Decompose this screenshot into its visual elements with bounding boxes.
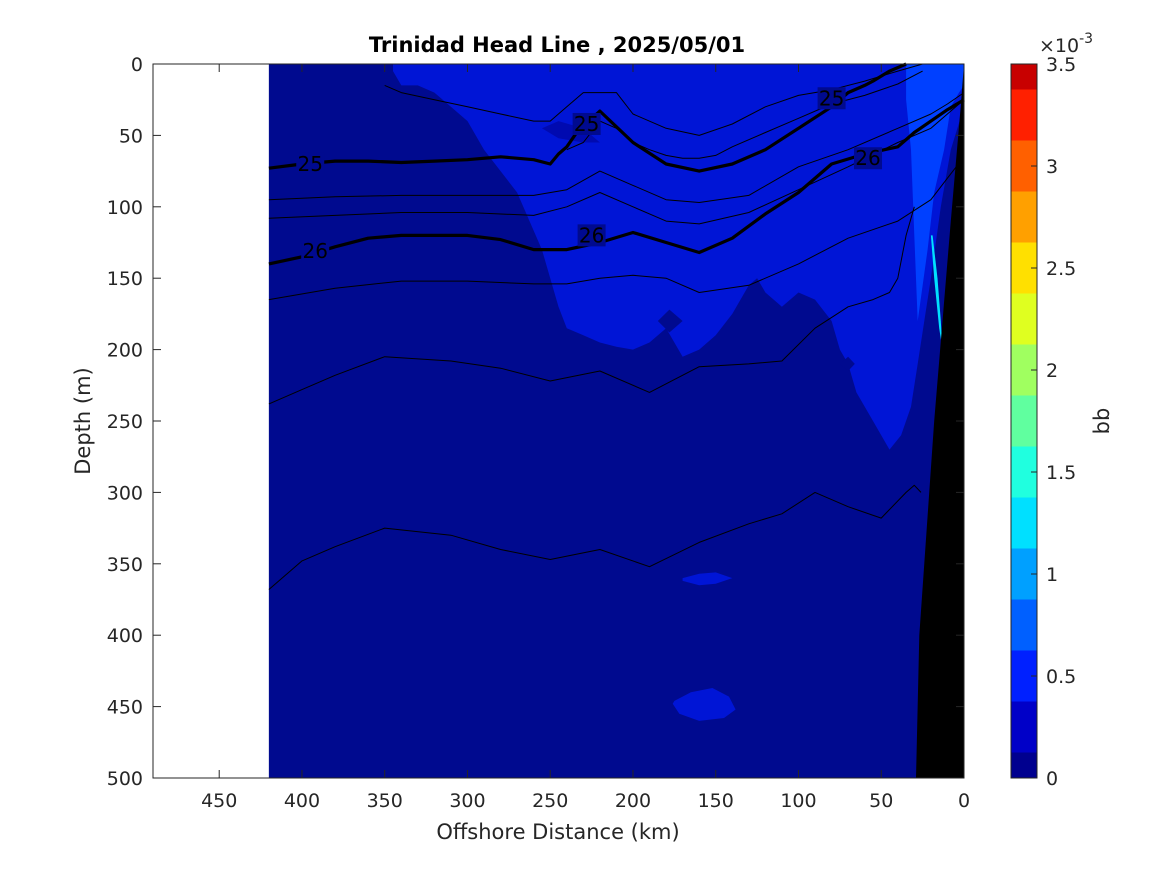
colorbar-tick-label: 3 (1046, 156, 1058, 178)
y-tick-label: 150 (107, 268, 143, 290)
y-tick-label: 250 (107, 411, 143, 433)
x-tick-label: 250 (532, 790, 568, 812)
colorbar: 0 0.5 1 1.5 2 2.5 3 3.5 ×10-3 bb (1010, 31, 1114, 790)
y-axis: 0 50 100 150 200 250 300 350 400 450 500 (107, 54, 964, 790)
contour-26-line (268, 98, 965, 266)
contour-label-26: 26 (855, 146, 880, 170)
colorbar-swatch (1011, 599, 1037, 651)
y-tick-label: 0 (131, 54, 143, 76)
colorbar-tick-label: 0 (1046, 768, 1058, 790)
contour-line-5 (268, 206, 915, 405)
colorbar-swatch (1011, 293, 1037, 345)
contour-line-2 (268, 92, 965, 203)
bathymetry-mask (916, 64, 964, 778)
contour-lines-layer (268, 62, 965, 590)
colorbar-swatch (1011, 752, 1037, 778)
contour-label-26: 26 (302, 239, 327, 263)
contour-label-bg-3 (301, 240, 330, 263)
y-tick-label: 300 (107, 482, 143, 504)
x-tick-label: 350 (367, 790, 403, 812)
colorbar-exponent: ×10-3 (1039, 31, 1093, 57)
y-axis-label: Depth (m) (71, 367, 95, 474)
colorbar-tick-label: 1 (1046, 564, 1058, 586)
x-axis: 450 400 350 300 250 200 150 100 50 0 (201, 64, 970, 812)
colorbar-swatch (1011, 395, 1037, 447)
contour-label-bg-0 (296, 152, 325, 175)
deep-blob-350m (682, 572, 733, 586)
colorbar-swatch (1011, 497, 1037, 549)
x-tick-label: 400 (284, 790, 320, 812)
contour-label-bg-4 (577, 224, 606, 247)
colorbar-tick-label: 3.5 (1046, 54, 1076, 76)
colorbar-swatches (1011, 64, 1037, 778)
contour-label-bg-2 (817, 87, 846, 110)
colorbar-tick-label: 0.5 (1046, 666, 1076, 688)
colorbar-exponent-base: ×10 (1039, 35, 1079, 57)
contour-label-26: 26 (579, 223, 604, 247)
contour-labels-layer: 25 25 25 26 26 26 (296, 86, 883, 263)
contour-line-4 (268, 156, 965, 301)
colorbar-label: bb (1090, 408, 1114, 435)
colorbar-tick-label: 2.5 (1046, 258, 1076, 280)
colorbar-ticks: 0 0.5 1 1.5 2 2.5 3 3.5 (1031, 54, 1076, 790)
y-tick-label: 350 (107, 554, 143, 576)
colorbar-tick-label: 1.5 (1046, 462, 1076, 484)
dark-diamond-blob (657, 309, 683, 333)
y-tick-label: 450 (107, 697, 143, 719)
shelf-dark-blob (541, 121, 600, 143)
contour-line-6 (268, 484, 922, 590)
colorbar-swatch (1011, 191, 1037, 243)
x-tick-label: 100 (780, 790, 816, 812)
x-tick-label: 50 (869, 790, 893, 812)
chart-title: Trinidad Head Line , 2025/05/01 (369, 33, 745, 57)
x-tick-label: 300 (449, 790, 485, 812)
colorbar-swatch (1011, 89, 1037, 141)
deep-blob-450m (672, 688, 736, 721)
x-tick-label: 200 (615, 790, 651, 812)
contour-fill-layer (268, 64, 964, 778)
nearshore-bright-strip (930, 235, 943, 350)
y-tick-label: 50 (119, 125, 143, 147)
x-tick-label: 450 (201, 790, 237, 812)
contour-label-bg-1 (572, 112, 601, 135)
colorbar-frame (1010, 63, 1038, 779)
contour-line-3 (268, 99, 965, 225)
contour-label-25: 25 (819, 86, 844, 110)
contour-label-25: 25 (298, 152, 323, 176)
colorbar-swatch (1011, 64, 1037, 90)
y-tick-label: 200 (107, 340, 143, 362)
colorbar-tick-label: 2 (1046, 360, 1058, 382)
contour-label-25: 25 (574, 112, 599, 136)
x-axis-label: Offshore Distance (km) (436, 820, 679, 844)
contour-label-bg-5 (854, 147, 883, 170)
y-tick-label: 500 (107, 768, 143, 790)
dark-small-blob (839, 356, 855, 371)
y-tick-label: 100 (107, 197, 143, 219)
x-tick-label: 150 (698, 790, 734, 812)
colorbar-swatch (1011, 701, 1037, 753)
y-tick-label: 400 (107, 625, 143, 647)
x-tick-label: 0 (958, 790, 970, 812)
colorbar-exponent-power: -3 (1079, 31, 1093, 47)
